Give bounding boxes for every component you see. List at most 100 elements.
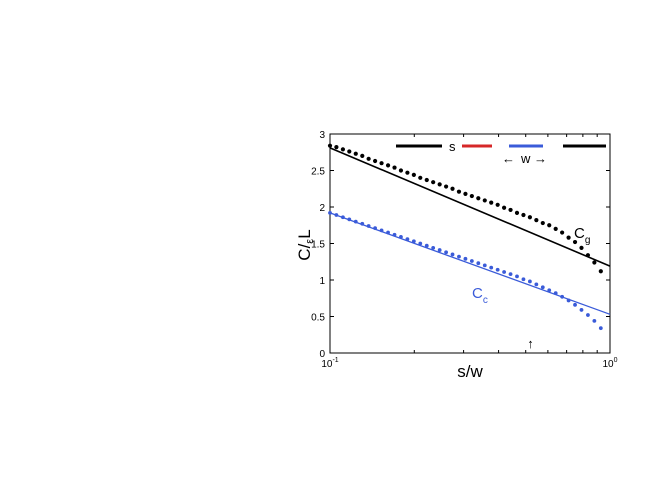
series-0-point bbox=[469, 193, 474, 199]
inset-legend: s ← w → bbox=[396, 139, 606, 166]
series-0-point bbox=[566, 235, 571, 240]
y-tick-label: 0 bbox=[319, 349, 325, 360]
series-label-cc: Cc bbox=[472, 285, 488, 306]
series-0-point bbox=[585, 253, 591, 258]
x-tick-label: 10-1 bbox=[321, 357, 338, 370]
plot-frame bbox=[329, 133, 611, 354]
series-0-point bbox=[437, 182, 442, 187]
series-1-point bbox=[482, 263, 487, 268]
series-1-point bbox=[360, 221, 365, 226]
series-1-point bbox=[502, 270, 507, 274]
series-1-point bbox=[566, 298, 571, 303]
y-tick-label: 2.5 bbox=[311, 167, 325, 178]
series-0-point bbox=[534, 218, 539, 223]
series-0-point bbox=[572, 239, 578, 245]
series-0-point bbox=[385, 163, 391, 168]
series-1-point bbox=[341, 215, 345, 220]
series-0-point bbox=[366, 156, 371, 161]
series-1-point bbox=[547, 288, 552, 293]
inset-w-label: w bbox=[520, 151, 531, 166]
series-0-point bbox=[540, 220, 545, 226]
series-1-point bbox=[469, 259, 474, 263]
y-tick-label: 2 bbox=[319, 203, 325, 214]
series-0-point bbox=[372, 158, 378, 164]
series-1-point bbox=[495, 267, 500, 272]
series-0-point bbox=[340, 147, 346, 152]
series-1-point bbox=[437, 248, 442, 252]
series-0-point bbox=[431, 180, 436, 185]
series-0-point bbox=[514, 210, 520, 215]
plot-area bbox=[329, 133, 611, 354]
series-0-point bbox=[353, 151, 358, 156]
series-0-point bbox=[598, 269, 603, 274]
series-0-point bbox=[489, 200, 494, 205]
series-0-point bbox=[411, 172, 416, 177]
series-0-point bbox=[392, 165, 397, 170]
series-0-point bbox=[334, 145, 339, 150]
series-1-point bbox=[553, 291, 558, 296]
series-1-point bbox=[399, 235, 403, 239]
x-axis-label: s/w bbox=[457, 362, 483, 381]
series-1-point bbox=[328, 210, 332, 215]
series-1-point bbox=[515, 274, 519, 279]
series-1-point bbox=[573, 302, 577, 307]
series-1-point bbox=[476, 261, 481, 266]
series-1-point bbox=[527, 279, 532, 284]
series-1-point bbox=[405, 237, 410, 242]
series-0-point bbox=[327, 143, 333, 148]
series-0-point bbox=[521, 212, 526, 218]
series-0-point bbox=[424, 177, 429, 183]
series-1-point bbox=[379, 228, 384, 233]
series-1-point bbox=[424, 243, 429, 248]
series-0-point bbox=[579, 245, 584, 250]
x-axis: 10-1 100 bbox=[321, 134, 618, 370]
series-1-point bbox=[450, 252, 455, 257]
inset-right-arrow: → bbox=[534, 151, 547, 166]
series-0-point bbox=[379, 161, 384, 166]
y-axis-label: C/εL bbox=[295, 229, 316, 260]
series-0-point bbox=[476, 196, 481, 201]
series-1-point bbox=[463, 256, 468, 261]
series-0-point bbox=[482, 198, 487, 203]
series-1-point bbox=[347, 217, 352, 222]
series-1-point bbox=[392, 232, 397, 237]
series-1-point bbox=[592, 318, 597, 323]
series-0-point bbox=[495, 202, 500, 207]
series-1-point bbox=[560, 294, 565, 299]
series-0-point bbox=[443, 184, 449, 189]
series-1-point bbox=[366, 224, 371, 228]
series-1-point bbox=[489, 265, 494, 270]
series-1-point bbox=[457, 254, 461, 259]
y-axis: 0 0.5 1 1.5 2 2.5 3 bbox=[311, 130, 610, 360]
series-1-point bbox=[444, 250, 448, 255]
series-0-point bbox=[418, 175, 423, 180]
series-1-point bbox=[373, 226, 377, 231]
series-label-cg: Cg bbox=[574, 225, 590, 246]
series-1-point bbox=[386, 230, 390, 235]
series-0-point bbox=[463, 191, 468, 196]
y-tick-label: 1.5 bbox=[311, 240, 325, 251]
series-0-point bbox=[508, 207, 513, 213]
series-0-point bbox=[347, 149, 352, 154]
x-tick-label: 100 bbox=[602, 357, 617, 370]
series-0-point bbox=[547, 223, 552, 228]
series-1-point bbox=[598, 326, 603, 331]
series-1-point bbox=[508, 272, 513, 277]
series-0-point bbox=[450, 186, 455, 191]
series-0-point bbox=[527, 215, 532, 220]
series-0-point bbox=[560, 230, 565, 235]
series-0-point bbox=[456, 189, 462, 194]
series-1-point bbox=[411, 239, 416, 244]
y-tick-label: 3 bbox=[319, 130, 325, 141]
series-0-point bbox=[592, 260, 597, 265]
series-0-fit-line bbox=[329, 147, 611, 267]
series-0-point bbox=[398, 168, 404, 173]
series-0-point bbox=[360, 153, 365, 158]
series-1-point bbox=[540, 285, 545, 290]
series-1-point bbox=[431, 245, 436, 250]
series-0-point bbox=[405, 170, 410, 175]
series-0-point bbox=[502, 205, 507, 210]
series-1-point bbox=[521, 277, 526, 282]
inset-left-arrow: ← bbox=[502, 151, 515, 166]
